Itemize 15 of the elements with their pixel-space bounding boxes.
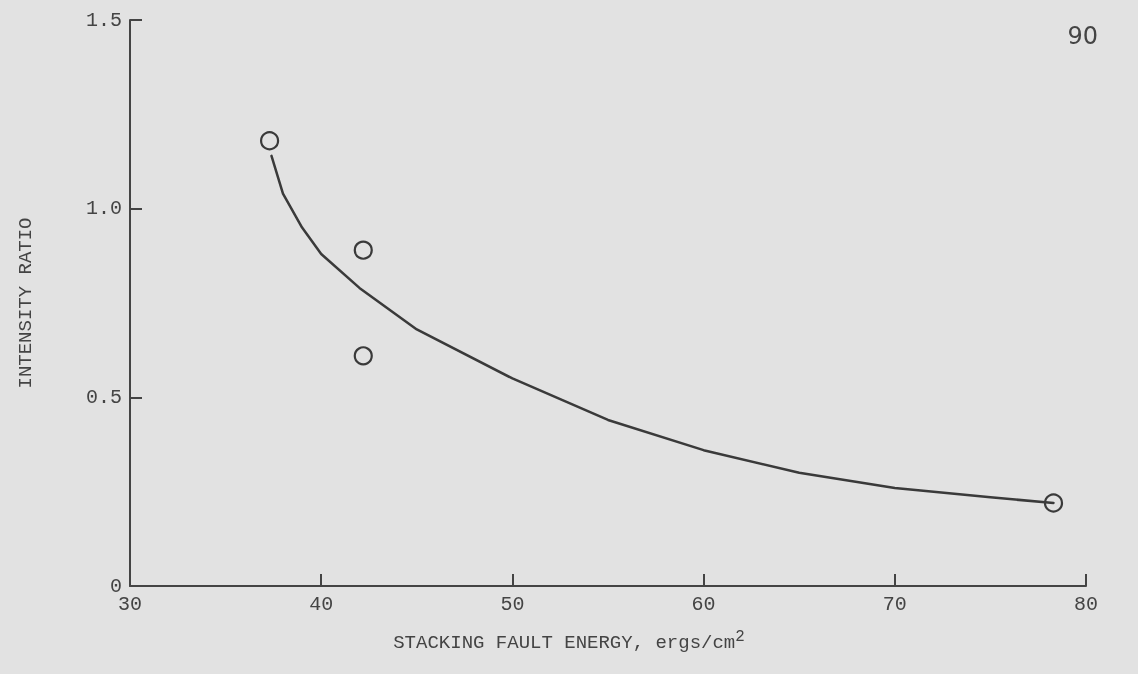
x-tick-label: 40 — [309, 592, 334, 616]
point — [259, 131, 280, 151]
y-tick-label: 1.0 — [85, 197, 122, 221]
y-tick-label: 0.5 — [85, 385, 122, 409]
y-tick-label: 1.5 — [85, 8, 122, 32]
point — [1043, 493, 1064, 513]
point — [353, 346, 373, 366]
x-tick-label: 80 — [1073, 592, 1099, 616]
x-tick-label: 70 — [882, 592, 907, 616]
point — [353, 240, 373, 260]
x-axis-title: STACKING FAULT ENERGY, ergs/cm$^{2}$ — [392, 628, 746, 655]
x-tick-label: 50 — [500, 592, 525, 616]
annotation: 90 — [1067, 22, 1098, 50]
x-tick-label: 60 — [691, 592, 716, 616]
y-axis-title: INTENSITY RATIO — [14, 217, 37, 389]
